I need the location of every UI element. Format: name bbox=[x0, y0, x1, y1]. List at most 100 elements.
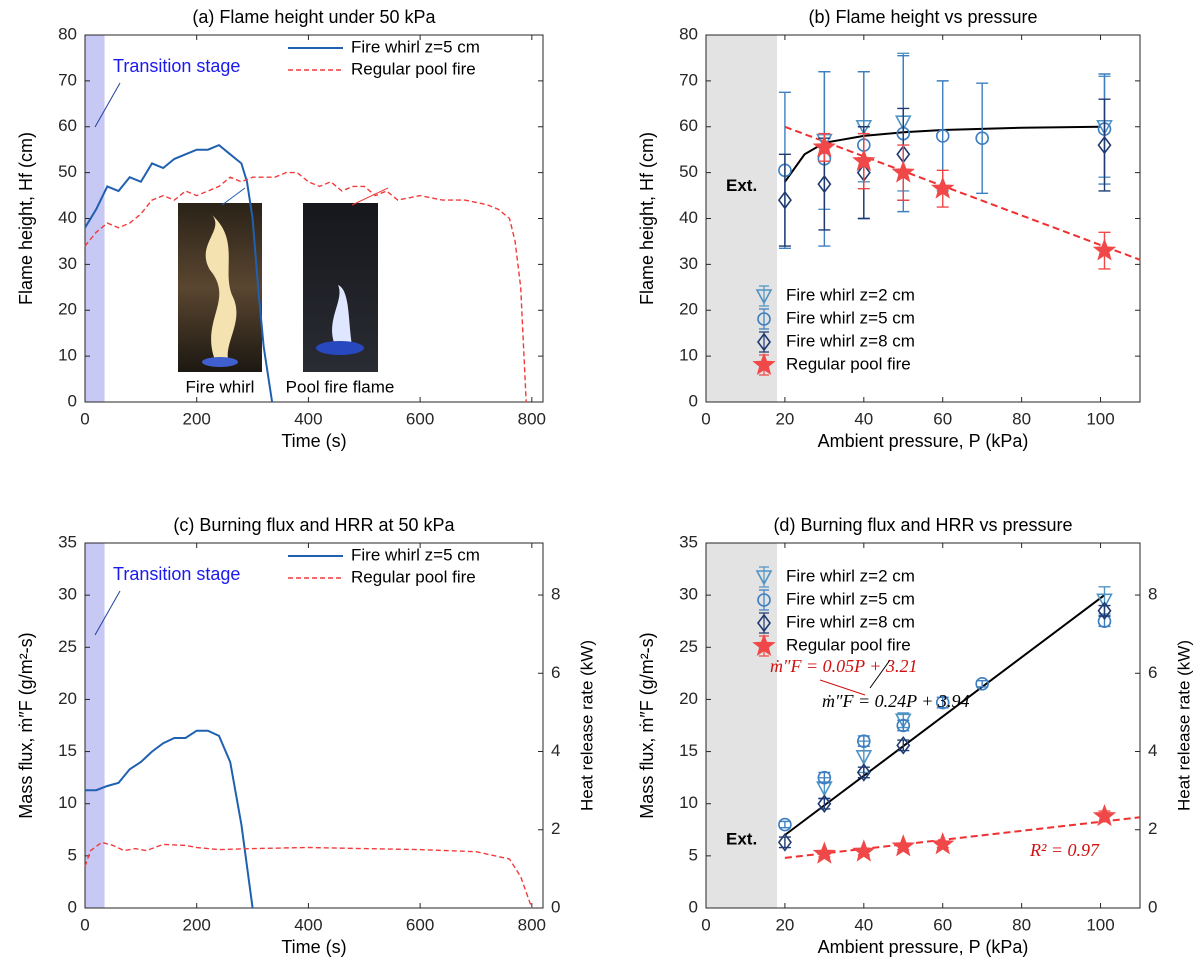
y-tick-label: 30 bbox=[679, 254, 698, 273]
y-axis-label: Mass flux, ṁ″F (g/m²-s) bbox=[16, 632, 36, 818]
shade-label: Transition stage bbox=[113, 56, 240, 76]
legend-label: Fire whirl z=2 cm bbox=[786, 285, 915, 304]
legend-label: Fire whirl z=5 cm bbox=[351, 37, 480, 56]
legend-label: Regular pool fire bbox=[351, 59, 476, 78]
x-tick-label: 0 bbox=[701, 409, 710, 428]
x-tick-label: 0 bbox=[701, 915, 710, 934]
y-tick-label: 20 bbox=[58, 689, 77, 708]
y-tick-label: 30 bbox=[58, 254, 77, 273]
x-axis-label: Ambient pressure, P (kPa) bbox=[818, 431, 1029, 451]
error-bar-line bbox=[976, 83, 988, 193]
y2-tick-label: 8 bbox=[1148, 585, 1157, 604]
error-bar bbox=[779, 154, 791, 246]
y-tick-label: 60 bbox=[58, 116, 77, 135]
error-bar bbox=[976, 83, 988, 193]
plot-frame bbox=[85, 543, 543, 908]
x-tick-label: 100 bbox=[1086, 915, 1114, 934]
line bbox=[85, 842, 532, 908]
x-tick-label: 400 bbox=[294, 915, 322, 934]
photo-pool-fire bbox=[303, 203, 378, 372]
y-tick-label: 50 bbox=[58, 162, 77, 181]
legend-label: Fire whirl z=5 cm bbox=[351, 545, 480, 564]
shade-label: Ext. bbox=[726, 176, 757, 195]
y-tick-label: 80 bbox=[58, 24, 77, 43]
legend-label: Fire whirl z=5 cm bbox=[786, 308, 915, 327]
legend-label: Fire whirl z=2 cm bbox=[786, 566, 915, 585]
x-tick-label: 60 bbox=[933, 409, 952, 428]
marker bbox=[854, 842, 873, 860]
shade-label: Ext. bbox=[726, 830, 757, 849]
x-tick-label: 60 bbox=[933, 915, 952, 934]
y-tick-label: 10 bbox=[58, 793, 77, 812]
y-tick-label: 30 bbox=[679, 585, 698, 604]
y-tick-label: 20 bbox=[679, 689, 698, 708]
x-tick-label: 80 bbox=[1012, 915, 1031, 934]
y-tick-label: 10 bbox=[679, 346, 698, 365]
x-tick-label: 800 bbox=[518, 915, 546, 934]
marker bbox=[815, 844, 834, 862]
y-tick-label: 40 bbox=[58, 208, 77, 227]
x-tick-label: 80 bbox=[1012, 409, 1031, 428]
y-tick-label: 20 bbox=[679, 300, 698, 319]
x-tick-label: 20 bbox=[775, 409, 794, 428]
error-bar-line bbox=[779, 154, 791, 246]
y-axis-label: Mass flux, ṁ″F (g/m²-s) bbox=[637, 632, 657, 818]
y-tick-label: 15 bbox=[679, 741, 698, 760]
y2-tick-label: 6 bbox=[1148, 663, 1157, 682]
x-tick-label: 600 bbox=[406, 409, 434, 428]
y2-tick-label: 4 bbox=[1148, 741, 1157, 760]
y-tick-label: 0 bbox=[689, 897, 698, 916]
x-tick-label: 200 bbox=[183, 915, 211, 934]
figure: (a) Flame height under 50 kPaTime (s)Fla… bbox=[0, 0, 1203, 978]
y-tick-label: 70 bbox=[679, 70, 698, 89]
legend-label: Fire whirl z=5 cm bbox=[786, 589, 915, 608]
y2-tick-label: 8 bbox=[551, 585, 560, 604]
shaded-region bbox=[706, 543, 777, 908]
legend-label: Regular pool fire bbox=[786, 354, 911, 373]
panel: (a) Flame height under 50 kPaTime (s)Fla… bbox=[16, 7, 546, 451]
line bbox=[85, 731, 253, 908]
error-bar bbox=[779, 821, 791, 827]
y-tick-label: 40 bbox=[679, 208, 698, 227]
panel: (d) Burning flux and HRR vs pressureAmbi… bbox=[637, 515, 1194, 957]
chart-title: (d) Burning flux and HRR vs pressure bbox=[773, 515, 1072, 535]
y2-tick-label: 0 bbox=[1148, 897, 1157, 916]
y-tick-label: 5 bbox=[68, 845, 77, 864]
y-tick-label: 35 bbox=[58, 532, 77, 551]
x-tick-label: 20 bbox=[775, 915, 794, 934]
y-tick-label: 10 bbox=[679, 793, 698, 812]
y2-tick-label: 2 bbox=[551, 819, 560, 838]
x-tick-label: 0 bbox=[80, 409, 89, 428]
y-tick-label: 0 bbox=[68, 897, 77, 916]
x-axis-label: Time (s) bbox=[281, 431, 346, 451]
y-tick-label: 25 bbox=[58, 637, 77, 656]
panel: (c) Burning flux and HRR at 50 kPaTime (… bbox=[16, 515, 597, 957]
y2-tick-label: 0 bbox=[551, 897, 560, 916]
x-tick-label: 800 bbox=[518, 409, 546, 428]
annotation: ṁ″F = 0.24P + 3.94 bbox=[822, 691, 969, 711]
y-tick-label: 0 bbox=[68, 391, 77, 410]
shade-label: Transition stage bbox=[113, 564, 240, 584]
photo-label: Pool fire flame bbox=[286, 377, 395, 396]
y-tick-label: 10 bbox=[58, 346, 77, 365]
x-tick-label: 400 bbox=[294, 409, 322, 428]
y-axis-label: Flame height, Hf (cm) bbox=[16, 132, 36, 305]
x-tick-label: 100 bbox=[1086, 409, 1114, 428]
y2-axis-label: Heat release rate (kW) bbox=[1174, 640, 1193, 811]
leader-line bbox=[222, 188, 245, 205]
x-axis-label: Time (s) bbox=[281, 937, 346, 957]
legend-label: Fire whirl z=8 cm bbox=[786, 331, 915, 350]
x-tick-label: 200 bbox=[183, 409, 211, 428]
chart-title: (b) Flame height vs pressure bbox=[808, 7, 1037, 27]
marker bbox=[933, 834, 952, 852]
y2-axis-label: Heat release rate (kW) bbox=[577, 640, 596, 811]
error-bar-line bbox=[779, 821, 791, 827]
y2-tick-label: 2 bbox=[1148, 819, 1157, 838]
y-tick-label: 50 bbox=[679, 162, 698, 181]
shaded-region bbox=[85, 543, 105, 908]
y2-tick-label: 4 bbox=[551, 741, 560, 760]
page: (a) Flame height under 50 kPaTime (s)Fla… bbox=[0, 0, 1203, 978]
y2-tick-label: 6 bbox=[551, 663, 560, 682]
y-tick-label: 35 bbox=[679, 532, 698, 551]
marker bbox=[894, 836, 913, 854]
